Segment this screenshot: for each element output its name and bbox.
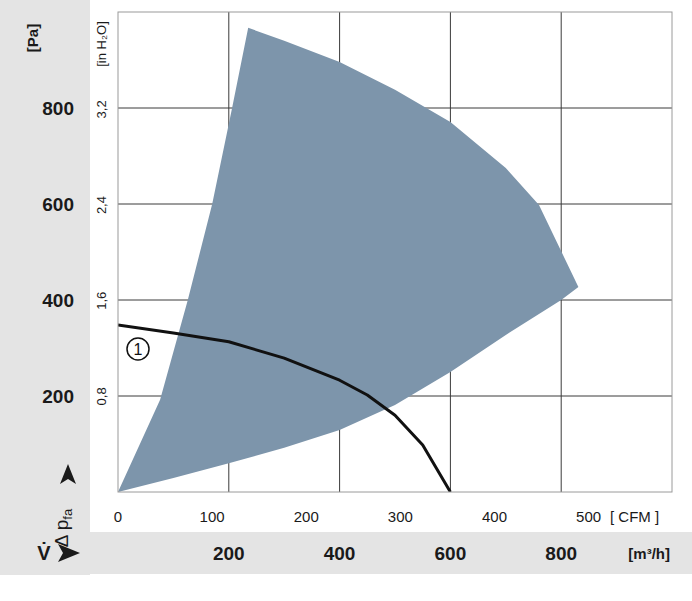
x2-tick-label: 0 (114, 508, 122, 525)
y2-tick-label: 1,6 (94, 292, 109, 310)
fan-curve (118, 325, 450, 492)
chart: 1 200 400 600 800 0,8 1,6 2,4 3,2 0 100 200 300 400 50… (0, 0, 692, 601)
x-tick-label: 400 (324, 543, 356, 564)
y2-axis-label: [in H₂O] (94, 21, 109, 67)
x2-axis-label: [ CFM ] (610, 508, 659, 525)
x-tick-label: 800 (545, 543, 577, 564)
x2-tick-label: 300 (388, 508, 413, 525)
y-tick-label: 600 (42, 194, 74, 215)
x-arrow (58, 544, 80, 562)
y-symbol-sub: fa (60, 508, 75, 520)
side-band (0, 0, 90, 575)
bottom-band (0, 532, 692, 574)
x-tick-label: 200 (213, 543, 245, 564)
y2-tick-label: 2,4 (94, 196, 109, 214)
plot-area (118, 28, 578, 492)
curve-label: 1 (134, 341, 143, 358)
y2-tick-label: 0,8 (94, 387, 109, 405)
plot-background (118, 12, 672, 492)
grid (118, 12, 672, 492)
y2-tick-label: 3,2 (94, 100, 109, 118)
y-axis-label: [Pa] (24, 24, 41, 52)
y-tick-label: 800 (42, 98, 74, 119)
curve-label-ring (127, 338, 149, 360)
y-arrow (60, 464, 76, 484)
x2-tick-label: 100 (200, 508, 225, 525)
x-tick-label: 600 (435, 543, 467, 564)
y-symbol: Δ pfa (51, 508, 75, 547)
x-axis-label: [m³/h] (628, 545, 670, 562)
y-tick-label: 400 (42, 290, 74, 311)
x2-tick-label: 200 (294, 508, 319, 525)
x2-tick-label: 500 (576, 508, 601, 525)
y-tick-label: 200 (42, 386, 74, 407)
operating-range (118, 28, 578, 492)
x2-tick-label: 400 (482, 508, 507, 525)
y-symbol-main: Δ p (51, 520, 72, 548)
plot-frame (118, 12, 672, 492)
x-symbol: V̇ (37, 541, 51, 564)
